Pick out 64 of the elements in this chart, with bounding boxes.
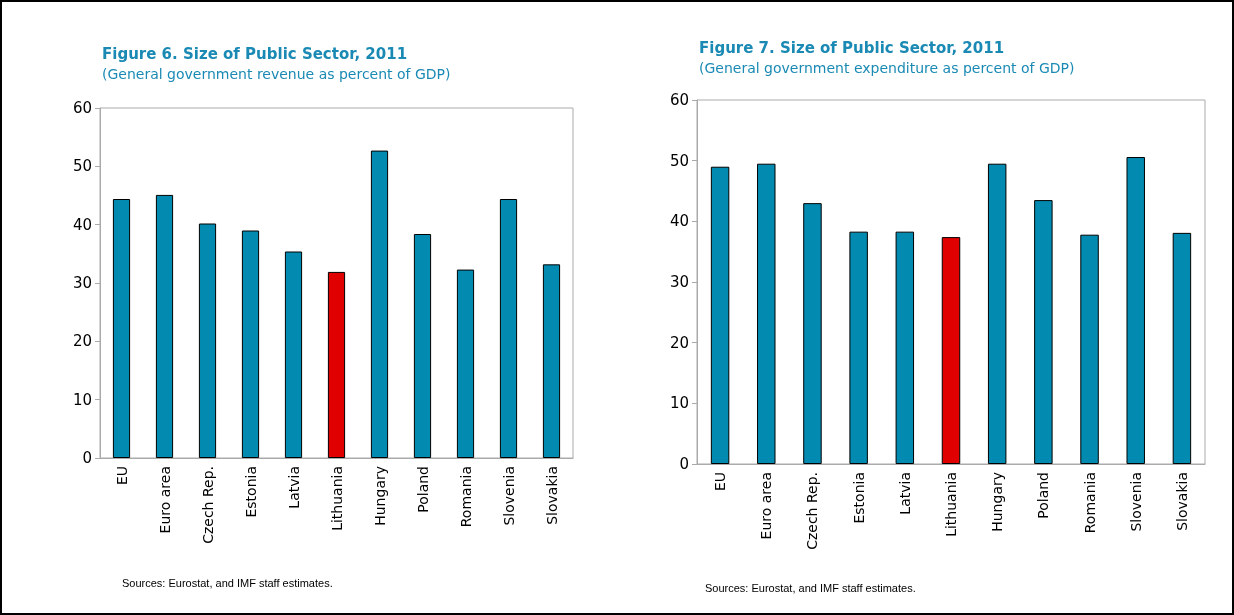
y-tick-label: 0: [679, 455, 689, 473]
y-tick-label: 20: [669, 333, 689, 352]
bar: [987, 163, 1007, 464]
x-tick-label: Estonia: [850, 472, 867, 524]
y-tick-label: 20: [72, 332, 92, 351]
x-tick-label: Czech Rep.: [199, 466, 216, 544]
x-tick-label: Latvia: [896, 472, 913, 515]
y-tick-label: 40: [669, 212, 689, 231]
bar: [327, 271, 346, 458]
chart-subtitle: (General government revenue as percent of GDP): [102, 66, 451, 82]
x-tick-label: Poland: [1035, 472, 1052, 519]
y-tick-label: 0: [82, 449, 92, 467]
x-tick-label: Lithuania: [943, 472, 959, 537]
bar: [413, 234, 432, 458]
y-tick-label: 50: [669, 151, 689, 170]
bar: [241, 230, 260, 458]
bar: [456, 269, 475, 458]
y-tick-label: 60: [72, 99, 92, 117]
x-tick-label: Euro area: [758, 472, 775, 540]
y-tick-label: 50: [72, 157, 92, 176]
y-tick-label: 40: [72, 215, 92, 234]
bar: [112, 199, 131, 458]
source-note: Sources: Eurostat, and IMF staff estimates.: [122, 576, 333, 589]
bar: [895, 231, 915, 464]
bar: [941, 237, 961, 464]
bar: [803, 203, 822, 464]
bar: [757, 163, 776, 464]
y-tick-label: 30: [72, 274, 92, 292]
chart-subtitle: (General government expenditure as percent of GDP): [699, 60, 1075, 76]
x-tick-label: Czech Rep.: [804, 472, 821, 550]
bar: [1080, 234, 1099, 464]
bar: [370, 150, 389, 458]
x-tick-label: Latvia: [285, 466, 302, 509]
x-tick-label: Euro area: [156, 466, 173, 534]
chart-title: Figure 6. Size of Public Sector, 2011: [102, 44, 408, 63]
x-tick-label: EU: [113, 466, 130, 486]
bar: [198, 223, 217, 458]
x-tick-label: Slovakia: [1173, 472, 1190, 531]
x-tick-label: Lithuania: [328, 466, 345, 531]
bar: [1034, 200, 1053, 464]
bar: [284, 251, 303, 458]
x-tick-label: EU: [712, 472, 729, 492]
x-tick-label: Slovenia: [1127, 472, 1144, 532]
x-tick-label: Romania: [457, 466, 474, 528]
x-tick-label: Romania: [1081, 472, 1098, 534]
y-tick-label: 10: [72, 390, 92, 409]
y-tick-label: 30: [669, 273, 689, 291]
bar: [1172, 232, 1192, 464]
x-tick-label: Slovenia: [500, 466, 517, 526]
bar: [849, 231, 868, 464]
y-tick-label: 10: [669, 394, 689, 413]
bar: [542, 264, 561, 458]
bar: [1126, 157, 1145, 464]
x-tick-label: Hungary: [371, 466, 388, 526]
x-tick-label: Hungary: [989, 472, 1006, 532]
source-note: Sources: Eurostat, and IMF staff estimates.: [705, 581, 916, 594]
chart-title: Figure 7. Size of Public Sector, 2011: [699, 38, 1005, 57]
y-tick-label: 60: [669, 91, 689, 109]
x-tick-label: Slovakia: [543, 466, 560, 525]
x-tick-label: Poland: [414, 466, 431, 513]
bar: [155, 194, 174, 458]
bar: [499, 199, 518, 458]
x-tick-label: Estonia: [242, 466, 259, 518]
bar: [710, 166, 730, 464]
